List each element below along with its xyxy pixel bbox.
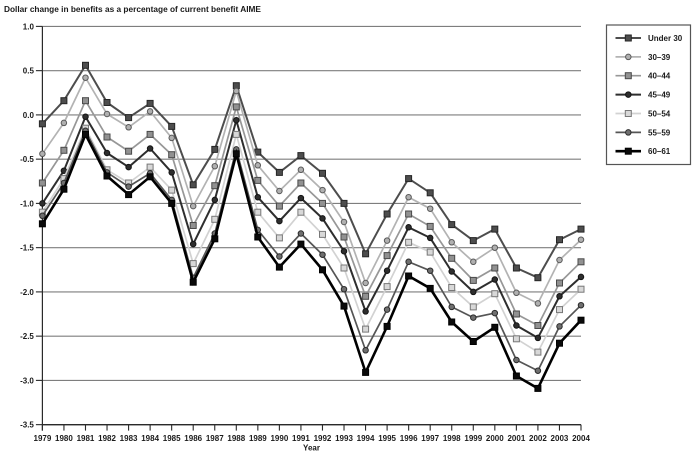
- svg-text:1984: 1984: [141, 434, 159, 443]
- svg-text:1990: 1990: [270, 434, 288, 443]
- svg-text:2002: 2002: [529, 434, 547, 443]
- svg-text:2003: 2003: [551, 434, 569, 443]
- svg-text:-1.5: -1.5: [20, 244, 34, 253]
- svg-text:1979: 1979: [34, 434, 52, 443]
- svg-text:1999: 1999: [464, 434, 482, 443]
- svg-text:1994: 1994: [357, 434, 375, 443]
- svg-text:-3.5: -3.5: [20, 421, 34, 430]
- svg-text:-2.0: -2.0: [20, 288, 34, 297]
- svg-text:-3.0: -3.0: [20, 376, 34, 385]
- svg-text:-2.5: -2.5: [20, 332, 34, 341]
- svg-text:1980: 1980: [55, 434, 73, 443]
- svg-text:Dollar change in benefits as a: Dollar change in benefits as a percentag…: [4, 4, 261, 14]
- svg-text:50–54: 50–54: [648, 109, 671, 118]
- svg-text:-1.0: -1.0: [20, 199, 34, 208]
- svg-text:1981: 1981: [77, 434, 95, 443]
- svg-text:45–49: 45–49: [648, 91, 671, 100]
- svg-text:1991: 1991: [292, 434, 310, 443]
- svg-text:Under 30: Under 30: [648, 34, 683, 43]
- svg-text:1995: 1995: [378, 434, 396, 443]
- svg-text:1.0: 1.0: [23, 22, 35, 31]
- svg-text:2001: 2001: [507, 434, 525, 443]
- svg-text:40–44: 40–44: [648, 72, 671, 81]
- svg-text:1993: 1993: [335, 434, 353, 443]
- svg-text:60–61: 60–61: [648, 147, 671, 156]
- svg-text:1988: 1988: [227, 434, 245, 443]
- svg-text:55–59: 55–59: [648, 128, 671, 137]
- svg-text:0.5: 0.5: [23, 67, 35, 76]
- svg-text:2000: 2000: [486, 434, 504, 443]
- svg-text:1997: 1997: [421, 434, 439, 443]
- svg-text:1998: 1998: [443, 434, 461, 443]
- svg-text:0.0: 0.0: [23, 111, 35, 120]
- svg-text:1987: 1987: [206, 434, 224, 443]
- svg-text:1986: 1986: [184, 434, 202, 443]
- svg-text:1996: 1996: [400, 434, 418, 443]
- svg-text:Year: Year: [303, 444, 320, 453]
- svg-text:1989: 1989: [249, 434, 267, 443]
- svg-text:-0.5: -0.5: [20, 155, 34, 164]
- svg-text:2004: 2004: [572, 434, 590, 443]
- svg-text:30–39: 30–39: [648, 53, 671, 62]
- svg-text:1982: 1982: [98, 434, 116, 443]
- svg-text:1985: 1985: [163, 434, 181, 443]
- svg-text:1992: 1992: [314, 434, 332, 443]
- svg-text:1983: 1983: [120, 434, 138, 443]
